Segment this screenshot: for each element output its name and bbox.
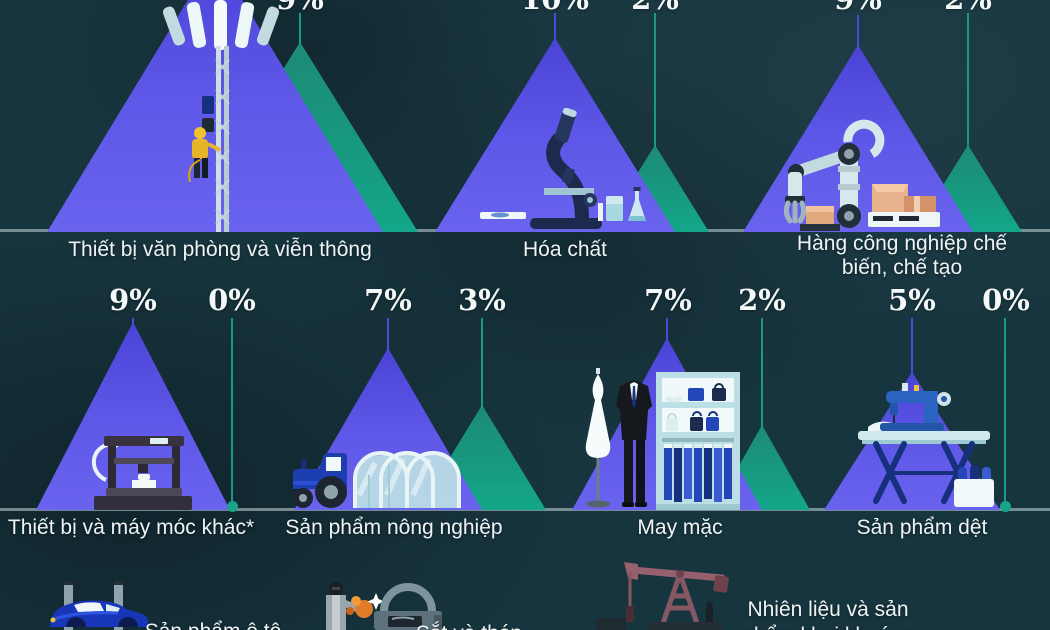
row2-cat1-indigo-line [132, 318, 134, 326]
row1-cat3-label-line1: Hàng công nghiệp chế [796, 232, 1008, 255]
row2-cat2-indigo-line [387, 318, 389, 352]
row2-cat3-label: May mặc [637, 516, 723, 539]
row1-cat3-indigo-line [857, 15, 859, 47]
clothing-rack-icon [585, 368, 740, 510]
row1-cat3-label-line2: biến, chế tạo [841, 256, 963, 279]
row2-cat4-label: Sản phẩm dệt [856, 516, 988, 539]
car-lift-icon [50, 581, 148, 630]
microscope-icon [480, 108, 646, 229]
row2-cat1-indigo-pct: 9% [109, 283, 157, 317]
row1-cat1-teal-line [299, 13, 301, 44]
row1-cat3-teal-line [967, 13, 969, 147]
row1-cat3-teal-pct: 2% [944, 0, 992, 14]
row2-cat3-indigo-pct: 7% [644, 283, 692, 317]
3d-printer-icon [91, 436, 192, 510]
sewing-table-icon [858, 383, 994, 507]
telecom-tower-worker-icon [162, 0, 280, 232]
row2-cat4-zero-dot [1000, 501, 1011, 512]
row1-cat2-teal-line [654, 13, 656, 147]
row1-cat1-label: Thiết bị văn phòng và viễn thông [68, 238, 372, 261]
row2-cat4-indigo-line [911, 318, 913, 375]
row3-cat3-label-line1: Nhiên liệu và sản [747, 598, 909, 621]
row2-cat1-teal-line [231, 318, 233, 502]
row1-cat2-label: Hóa chất [522, 238, 608, 261]
row2-cat1-zero-dot [227, 501, 238, 512]
tractor-greenhouse-icon [293, 451, 461, 508]
row2-cat2-teal-pct: 3% [458, 283, 506, 317]
oil-pumpjack-icon [624, 562, 729, 630]
row1-cat2-indigo-pct: 10% [521, 0, 589, 14]
row2-cat3-teal-pct: 2% [738, 283, 786, 317]
row3-cat2-label: Sắt và thép [416, 622, 522, 630]
row1-cat2-indigo-line [554, 13, 556, 40]
row2-cat2-teal-line [481, 318, 483, 408]
row1-cat3-indigo-pct: 9% [834, 0, 882, 14]
row2-cat3-indigo-line [666, 318, 668, 342]
row2-cat3-teal-line [761, 318, 763, 428]
row2-cat2-indigo-pct: 7% [364, 283, 412, 317]
row2-cat1-teal-pct: 0% [208, 283, 256, 317]
row3-cat3-label-line2: phẩm khai khoáng [742, 624, 914, 630]
row2-cat4-teal-pct: 0% [982, 283, 1030, 317]
row2-cat1-label: Thiết bị và máy móc khác* [7, 516, 255, 539]
row2-cat4-indigo-pct: 5% [888, 283, 936, 317]
row1-cat2-teal-pct: 2% [631, 0, 679, 14]
row2-cat4-teal-line [1004, 318, 1006, 502]
row2-cat2-label: Sản phẩm nông nghiệp [285, 516, 503, 539]
row1-cat1-teal-pct: 9% [276, 0, 324, 14]
welder-icon [326, 582, 442, 630]
crate-icon [596, 618, 626, 630]
robot-arm-boxes-icon [783, 119, 940, 231]
row3-cat1-label: Sản phẩm ô tô [145, 620, 282, 630]
